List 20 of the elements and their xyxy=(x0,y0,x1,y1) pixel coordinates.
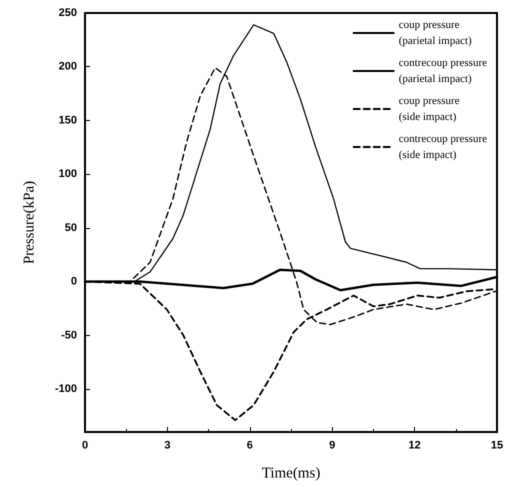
y-tick-label: 250 xyxy=(58,7,77,19)
x-tick-label: 6 xyxy=(246,440,253,452)
legend-label: coup pressure (parietal impact) xyxy=(398,19,472,47)
legend-label: coup pressure (side impact) xyxy=(398,95,460,123)
x-tick-label: 3 xyxy=(164,440,170,452)
y-tick-label: 200 xyxy=(58,60,77,73)
y-tick-label: 0 xyxy=(70,276,77,288)
x-tick-label: 15 xyxy=(490,440,504,452)
x-tick-label: 12 xyxy=(408,440,421,452)
x-tick-label: 0 xyxy=(82,440,88,452)
x-tick-label: 9 xyxy=(329,440,336,452)
y-tick-label: 100 xyxy=(58,168,77,180)
y-tick-label: 50 xyxy=(64,222,77,234)
y-tick-label: -100 xyxy=(54,383,77,396)
legend-label: contrecoup pressure (parietal impact) xyxy=(398,57,488,85)
y-axis-title: Pressure(kPa) xyxy=(22,180,38,264)
x-axis-title: Time(ms) xyxy=(262,466,320,482)
y-tick-label: 150 xyxy=(58,114,77,126)
legend-label: contrecoup pressure (side impact) xyxy=(398,133,488,161)
y-tick-label: -50 xyxy=(61,329,77,342)
